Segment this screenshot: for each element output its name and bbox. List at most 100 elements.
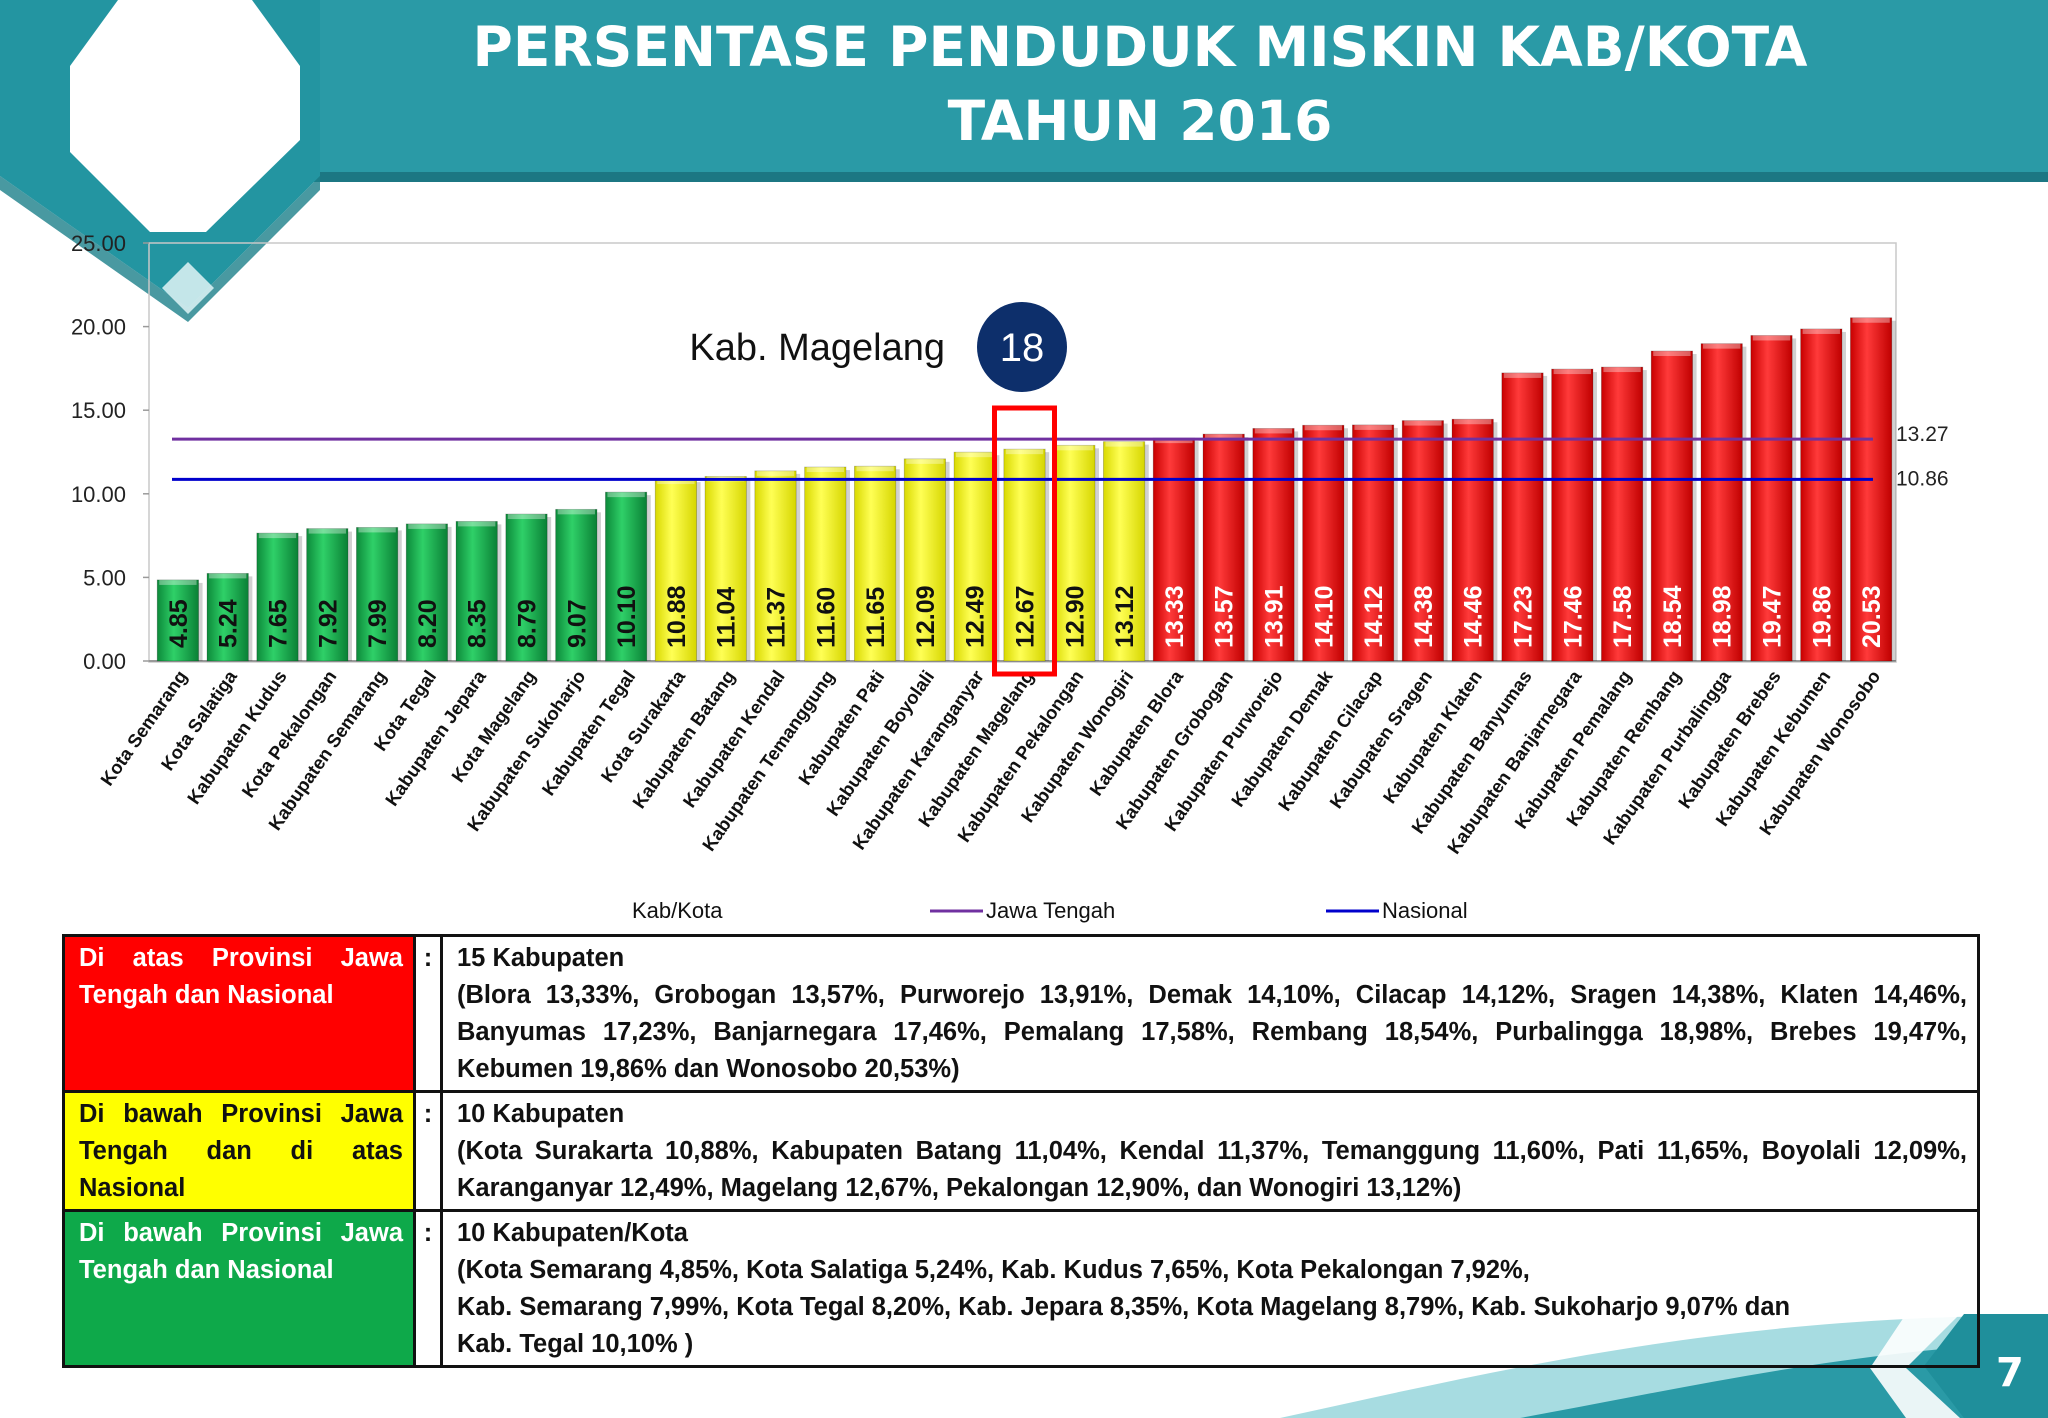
bar-highlight [906,458,944,464]
bar-kabupaten-cilacap [1352,424,1395,662]
legend-entry-nasional: Nasional [1382,898,1468,923]
bar-value-labels: 4.85 5.24 7.65 7.92 7.99 8.20 8.35 8.79 9.07 10.1… [165,585,1886,648]
bar-value-label: 18.54 [1659,585,1687,648]
slide-title-line-2: TAHUN 2016 [948,89,1333,153]
bar-value-label: 12.49 [962,585,990,648]
bar-highlight [159,579,197,585]
bar-highlight [1055,445,1093,451]
legend-entry-kab-kota: Kab/Kota [632,898,723,923]
bar-series [156,317,1896,662]
x-tick-label: Kota Semarang [96,666,191,789]
bar-kabupaten-demak [1302,424,1345,662]
row-detail: (Blora 13,33%, Grobogan 13,57%, Purworej… [457,981,1967,1083]
bar-kabupaten-semarang [356,527,399,662]
bar-highlight [1852,317,1890,323]
bar-kabupaten-sragen [1401,420,1444,662]
bar-value-label: 13.33 [1161,585,1189,648]
bar-value-label: 12.67 [1012,585,1040,648]
bar-highlight [657,479,695,485]
y-tick-label: 0.00 [83,649,126,674]
banner-left-wing-shade [0,176,320,322]
bar-highlight [507,514,546,520]
bar-kabupaten-banyumas [1501,372,1544,662]
bar-kabupaten-rembang [1650,350,1693,662]
table-row-between: Di bawah Provinsi Jawa Tengah dan di ata… [62,1090,1980,1212]
x-tick-label: Kabupaten Tegal [537,666,639,799]
bar-highlight [1304,425,1342,431]
colon-cell: : [413,934,443,1093]
row-heading: 10 Kabupaten/Kota [457,1219,688,1247]
bar-highlight [258,533,297,539]
slide-title-line-1: PERSENTASE PENDUDUK MISKIN KAB/KOTA [473,15,1808,79]
bar-value-label: 9.07 [563,599,591,648]
bar-kabupaten-boyolali [903,458,946,662]
bar-value-label: 10.10 [613,585,641,648]
bar-value-label: 14.10 [1310,585,1338,648]
category-cell-red: Di atas Provinsi Jawa Tengah dan Nasiona… [62,934,416,1093]
bar-value-label: 20.53 [1858,585,1886,648]
bar-kabupaten-banjarnegara [1551,368,1594,662]
bar-value-label: 19.47 [1759,585,1787,648]
bar-value-label: 7.92 [314,599,342,648]
bar-value-label: 14.12 [1360,585,1388,648]
bar-highlight [1603,367,1641,373]
bar-highlight [408,523,446,529]
bar-kota-tegal [405,523,448,662]
bar-kabupaten-kudus [256,532,299,662]
legend-entry-jawa-tengah: Jawa Tengah [986,898,1115,923]
bar-highlight [1653,351,1691,357]
bar-kabupaten-kendal [754,470,797,662]
bar-kabupaten-blora [1152,437,1195,662]
reference-lines: 13.27 10.86 [172,423,1949,490]
description-cell: 10 Kabupaten (Kota Surakarta 10,88%, Kab… [440,1090,1980,1212]
bar-kabupaten-jepara [455,520,498,662]
bar-highlight [308,528,346,534]
reference-value-label: 13.27 [1896,423,1949,446]
bar-highlight [856,466,894,472]
row-detail-line-3: Kab. Tegal 10,10% ) [457,1330,694,1358]
bar-value-label: 11.65 [862,587,890,648]
bar-highlight [1752,335,1791,341]
bar-kabupaten-wonosobo [1850,317,1893,662]
category-cell-green: Di bawah Provinsi Jawa Tengah dan Nasion… [62,1209,416,1368]
row-detail-line-1: (Kota Semarang 4,85%, Kota Salatiga 5,24… [457,1256,1530,1284]
bar-value-label: 8.79 [514,599,542,648]
bar-value-label: 12.09 [912,585,940,648]
row-detail-line-2: Kab. Semarang 7,99%, Kota Tegal 8,20%, K… [457,1293,1791,1321]
bar-value-label: 17.46 [1559,585,1587,648]
logo-white-octagon [70,0,300,232]
bar-kabupaten-tegal [605,491,648,662]
bar-value-label: 11.60 [812,587,840,648]
description-cell: 10 Kabupaten/Kota (Kota Semarang 4,85%, … [440,1209,1980,1368]
bar-kota-salatiga [206,572,249,662]
header-banner [0,0,2048,322]
bar-highlight [557,509,595,515]
table-row-above-province: Di atas Provinsi Jawa Tengah dan Nasiona… [62,934,1980,1093]
bar-kabupaten-purworejo [1252,428,1295,662]
row-heading: 10 Kabupaten [457,1100,625,1128]
row-detail: (Kota Surakarta 10,88%, Kabupaten Batang… [457,1137,1967,1202]
bar-value-label: 10.88 [663,585,691,648]
bar-highlight [209,573,247,579]
logo-diamond-accent [162,262,214,314]
bar-highlight [1354,424,1392,430]
bar-value-label: 19.86 [1808,585,1836,648]
chart-legend: Kab/Kota Jawa Tengah Nasional [632,898,1468,923]
bar-value-label: 13.57 [1211,585,1239,648]
bar-kabupaten-magelang [1003,448,1046,662]
y-tick-label: 15.00 [71,398,126,423]
bar-kabupaten-kebumen [1800,328,1843,662]
bar-value-label: 7.99 [364,599,392,648]
bar-value-label: 11.37 [763,587,791,648]
bar-kabupaten-pemalang [1601,366,1644,662]
bar-highlight [1802,328,1840,334]
highlight-label: Kab. Magelang [689,327,945,369]
banner-band [300,0,2048,172]
bar-value-label: 18.98 [1709,585,1737,648]
bar-highlight [1254,428,1293,434]
bar-kabupaten-pekalongan [1053,444,1096,662]
bar-value-label: 8.20 [414,599,442,648]
category-cell-yellow: Di bawah Provinsi Jawa Tengah dan di ata… [62,1090,416,1212]
bar-highlight [607,492,645,498]
